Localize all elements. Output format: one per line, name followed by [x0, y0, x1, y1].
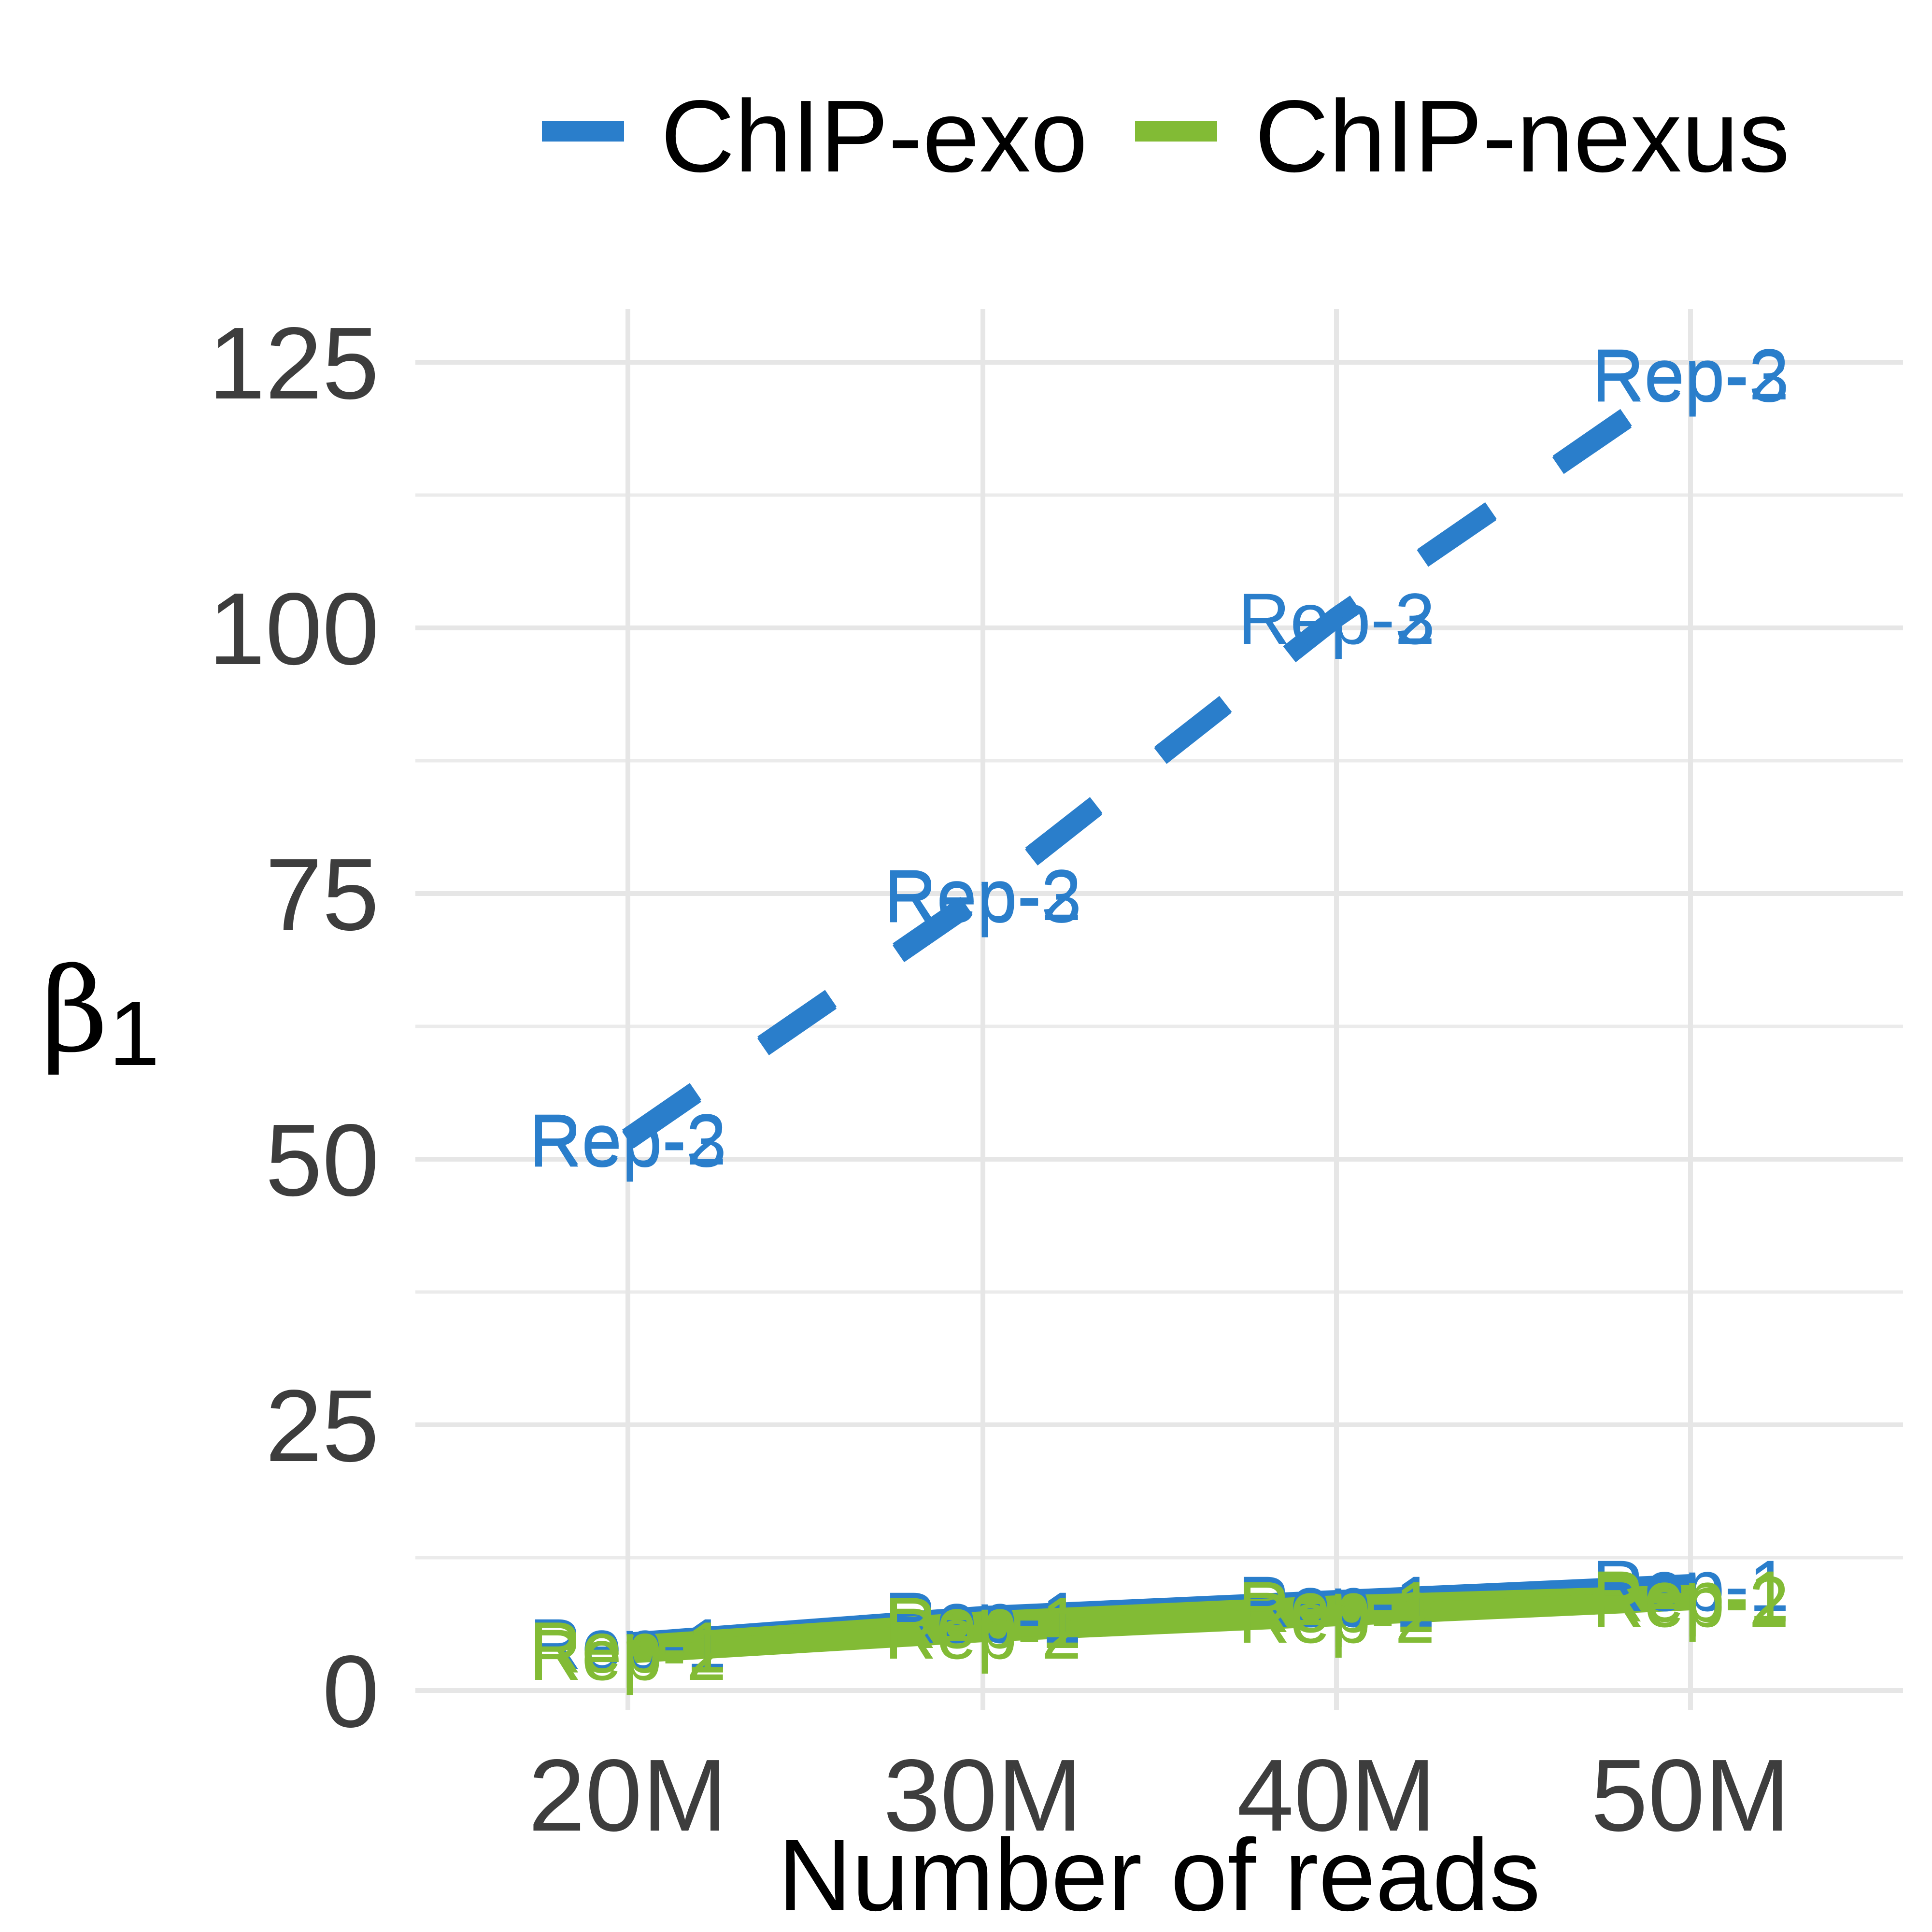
x-tick-label: 30M — [883, 1738, 1082, 1852]
y-tick-label: 75 — [265, 837, 379, 952]
legend-label-chip-exo: ChIP-exo — [661, 79, 1088, 193]
minor-gridlines — [415, 493, 1903, 1560]
point-label: Rep-2 — [529, 1099, 727, 1180]
legend: ChIP-exo ChIP-nexus — [542, 79, 1790, 193]
point-label: Rep-3 — [884, 856, 1082, 938]
legend-label-chip-nexus: ChIP-nexus — [1255, 79, 1790, 193]
point-label: Rep-3 — [1592, 336, 1790, 417]
point-label: Rep-2 — [1592, 334, 1790, 415]
point-label: Rep-1 — [884, 1577, 1082, 1658]
major-gridlines — [415, 309, 1903, 1710]
x-tick-label: 40M — [1237, 1738, 1436, 1852]
y-tick-label: 0 — [322, 1634, 379, 1748]
series-line-chip-exo-rep-3 — [622, 367, 1696, 1149]
series-lines — [622, 364, 1696, 1663]
x-axis-tick-labels: 20M 30M 40M 50M — [528, 1738, 1790, 1852]
y-axis-title: β 1 — [41, 943, 160, 1085]
y-axis-title-symbol: β — [41, 943, 108, 1078]
point-label: Rep-1 — [1592, 1556, 1790, 1637]
point-label: Rep-2 — [1592, 1561, 1790, 1642]
x-tick-label: 50M — [1591, 1738, 1790, 1852]
point-label: Rep-2 — [1238, 578, 1435, 659]
point-label: Rep-1 — [529, 1607, 727, 1688]
point-label: Rep-1 — [884, 1582, 1082, 1663]
y-tick-label: 25 — [265, 1368, 379, 1483]
point-label: Rep-3 — [529, 1101, 727, 1182]
series-line-chip-nexus-rep-2 — [627, 1590, 1691, 1663]
point-label: Rep-1 — [1238, 1566, 1435, 1648]
point-label: Rep-1 — [529, 1604, 727, 1685]
y-axis-title-subscript: 1 — [109, 982, 160, 1085]
x-tick-label: 20M — [528, 1738, 727, 1852]
y-tick-label: 125 — [208, 306, 379, 420]
point-label: Rep-1 — [1238, 1561, 1435, 1642]
y-tick-label: 100 — [208, 571, 379, 686]
point-label: Rep-3 — [1238, 578, 1435, 659]
point-labels: Rep-2Rep-2Rep-2Rep-2Rep-3Rep-3Rep-3Rep-3… — [529, 334, 1790, 1695]
point-label: Rep-2 — [529, 1614, 727, 1695]
point-label: Rep-1 — [1592, 1545, 1790, 1626]
point-label: Rep-2 — [1238, 1577, 1435, 1658]
y-axis-tick-labels: 0 25 50 75 100 125 — [208, 306, 379, 1748]
x-axis-title: Number of reads — [778, 1818, 1541, 1932]
point-label: Rep-2 — [884, 1593, 1082, 1674]
point-label: Rep-2 — [884, 854, 1082, 936]
y-tick-label: 50 — [265, 1103, 379, 1217]
